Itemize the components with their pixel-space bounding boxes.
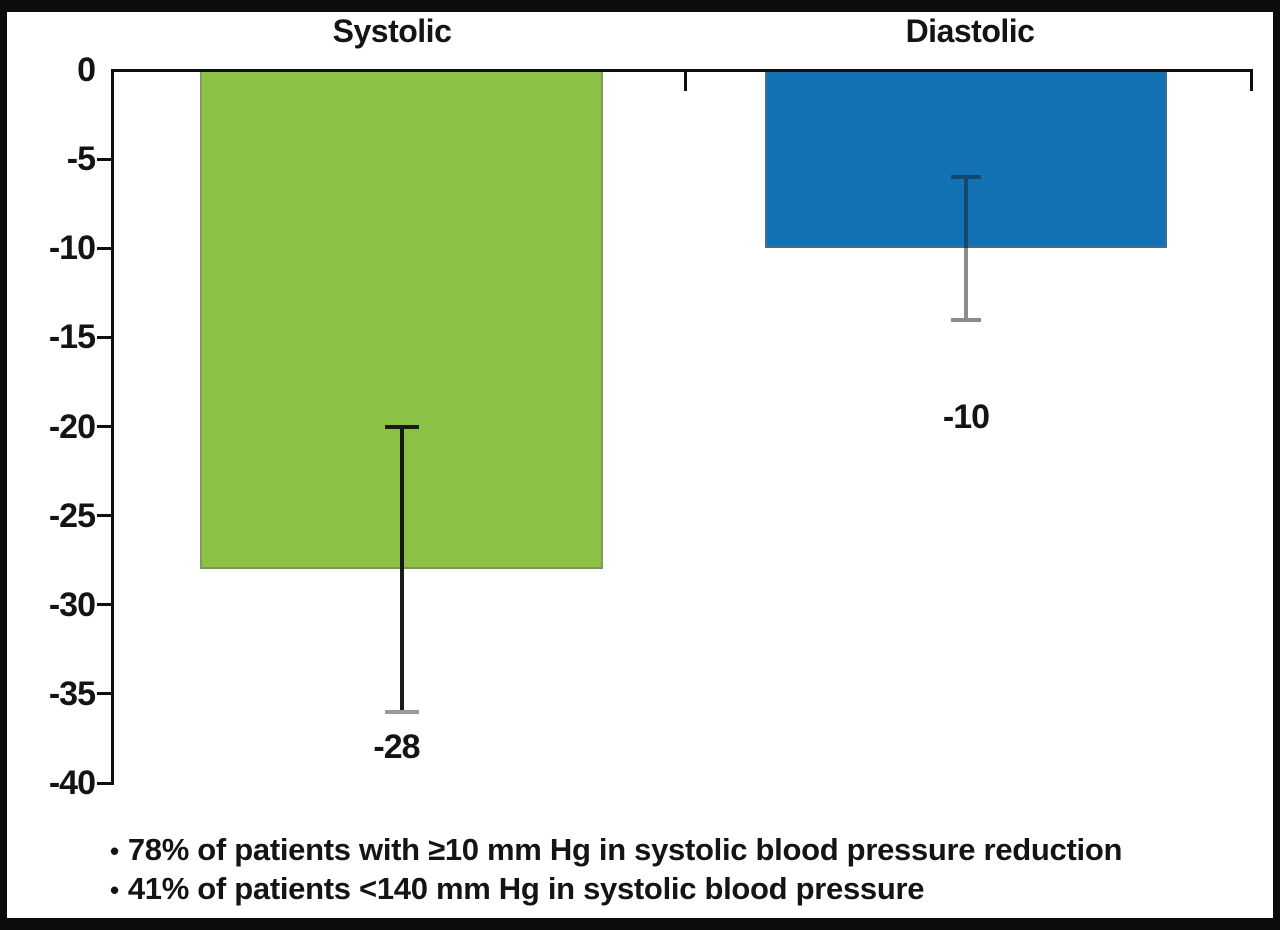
category-title-diastolic: Diastolic xyxy=(905,13,1035,49)
y-tick xyxy=(97,514,113,518)
y-tick-label: -10 xyxy=(48,229,96,268)
footnote-line: • 41% of patients <140 mm Hg in systolic… xyxy=(110,870,1122,909)
error-bar-diastolic-cap-top xyxy=(951,174,981,179)
footnote-text-2: 41% of patients <140 mm Hg in systolic b… xyxy=(127,871,925,906)
y-tick-label: -15 xyxy=(48,318,96,357)
error-bar-systolic-cap-bottom xyxy=(384,709,419,714)
y-tick-label: -5 xyxy=(66,140,96,179)
y-tick xyxy=(97,335,113,339)
footnote-line: • 78% of patients with ≥10 mm Hg in syst… xyxy=(110,831,1122,870)
error-bar-systolic-cap-top xyxy=(384,424,419,429)
y-tick-label: -30 xyxy=(48,585,96,624)
bullet-icon: • xyxy=(110,875,119,905)
y-tick xyxy=(97,246,113,250)
y-tick-label: -40 xyxy=(48,764,96,802)
y-tick-label: -25 xyxy=(48,496,96,535)
error-bar-diastolic-line-lower xyxy=(964,248,968,320)
value-label-systolic: -28 xyxy=(373,728,420,766)
footnote-text-1: 78% of patients with ≥10 mm Hg in systol… xyxy=(127,832,1123,867)
y-tick-label: -35 xyxy=(48,674,96,713)
value-label-diastolic: -10 xyxy=(942,398,990,436)
category-tick-0 xyxy=(684,70,687,91)
bullet-icon: • xyxy=(110,836,119,866)
y-tick xyxy=(97,157,113,161)
error-bar-diastolic-line-upper xyxy=(964,176,968,249)
y-tick xyxy=(97,781,113,785)
y-tick xyxy=(97,603,113,607)
category-title-systolic: Systolic xyxy=(332,13,452,49)
error-bar-systolic-line-lower xyxy=(399,569,404,712)
y-tick-label: 0 xyxy=(77,51,96,89)
footnotes: • 78% of patients with ≥10 mm Hg in syst… xyxy=(110,831,1122,909)
category-tick-1 xyxy=(1250,70,1253,91)
y-tick xyxy=(97,425,113,428)
y-tick-label: -20 xyxy=(48,407,96,446)
y-tick xyxy=(97,692,113,696)
error-bar-systolic-line-upper xyxy=(399,426,404,570)
error-bar-diastolic-cap-bottom xyxy=(951,317,981,322)
zero-line xyxy=(111,69,1253,72)
